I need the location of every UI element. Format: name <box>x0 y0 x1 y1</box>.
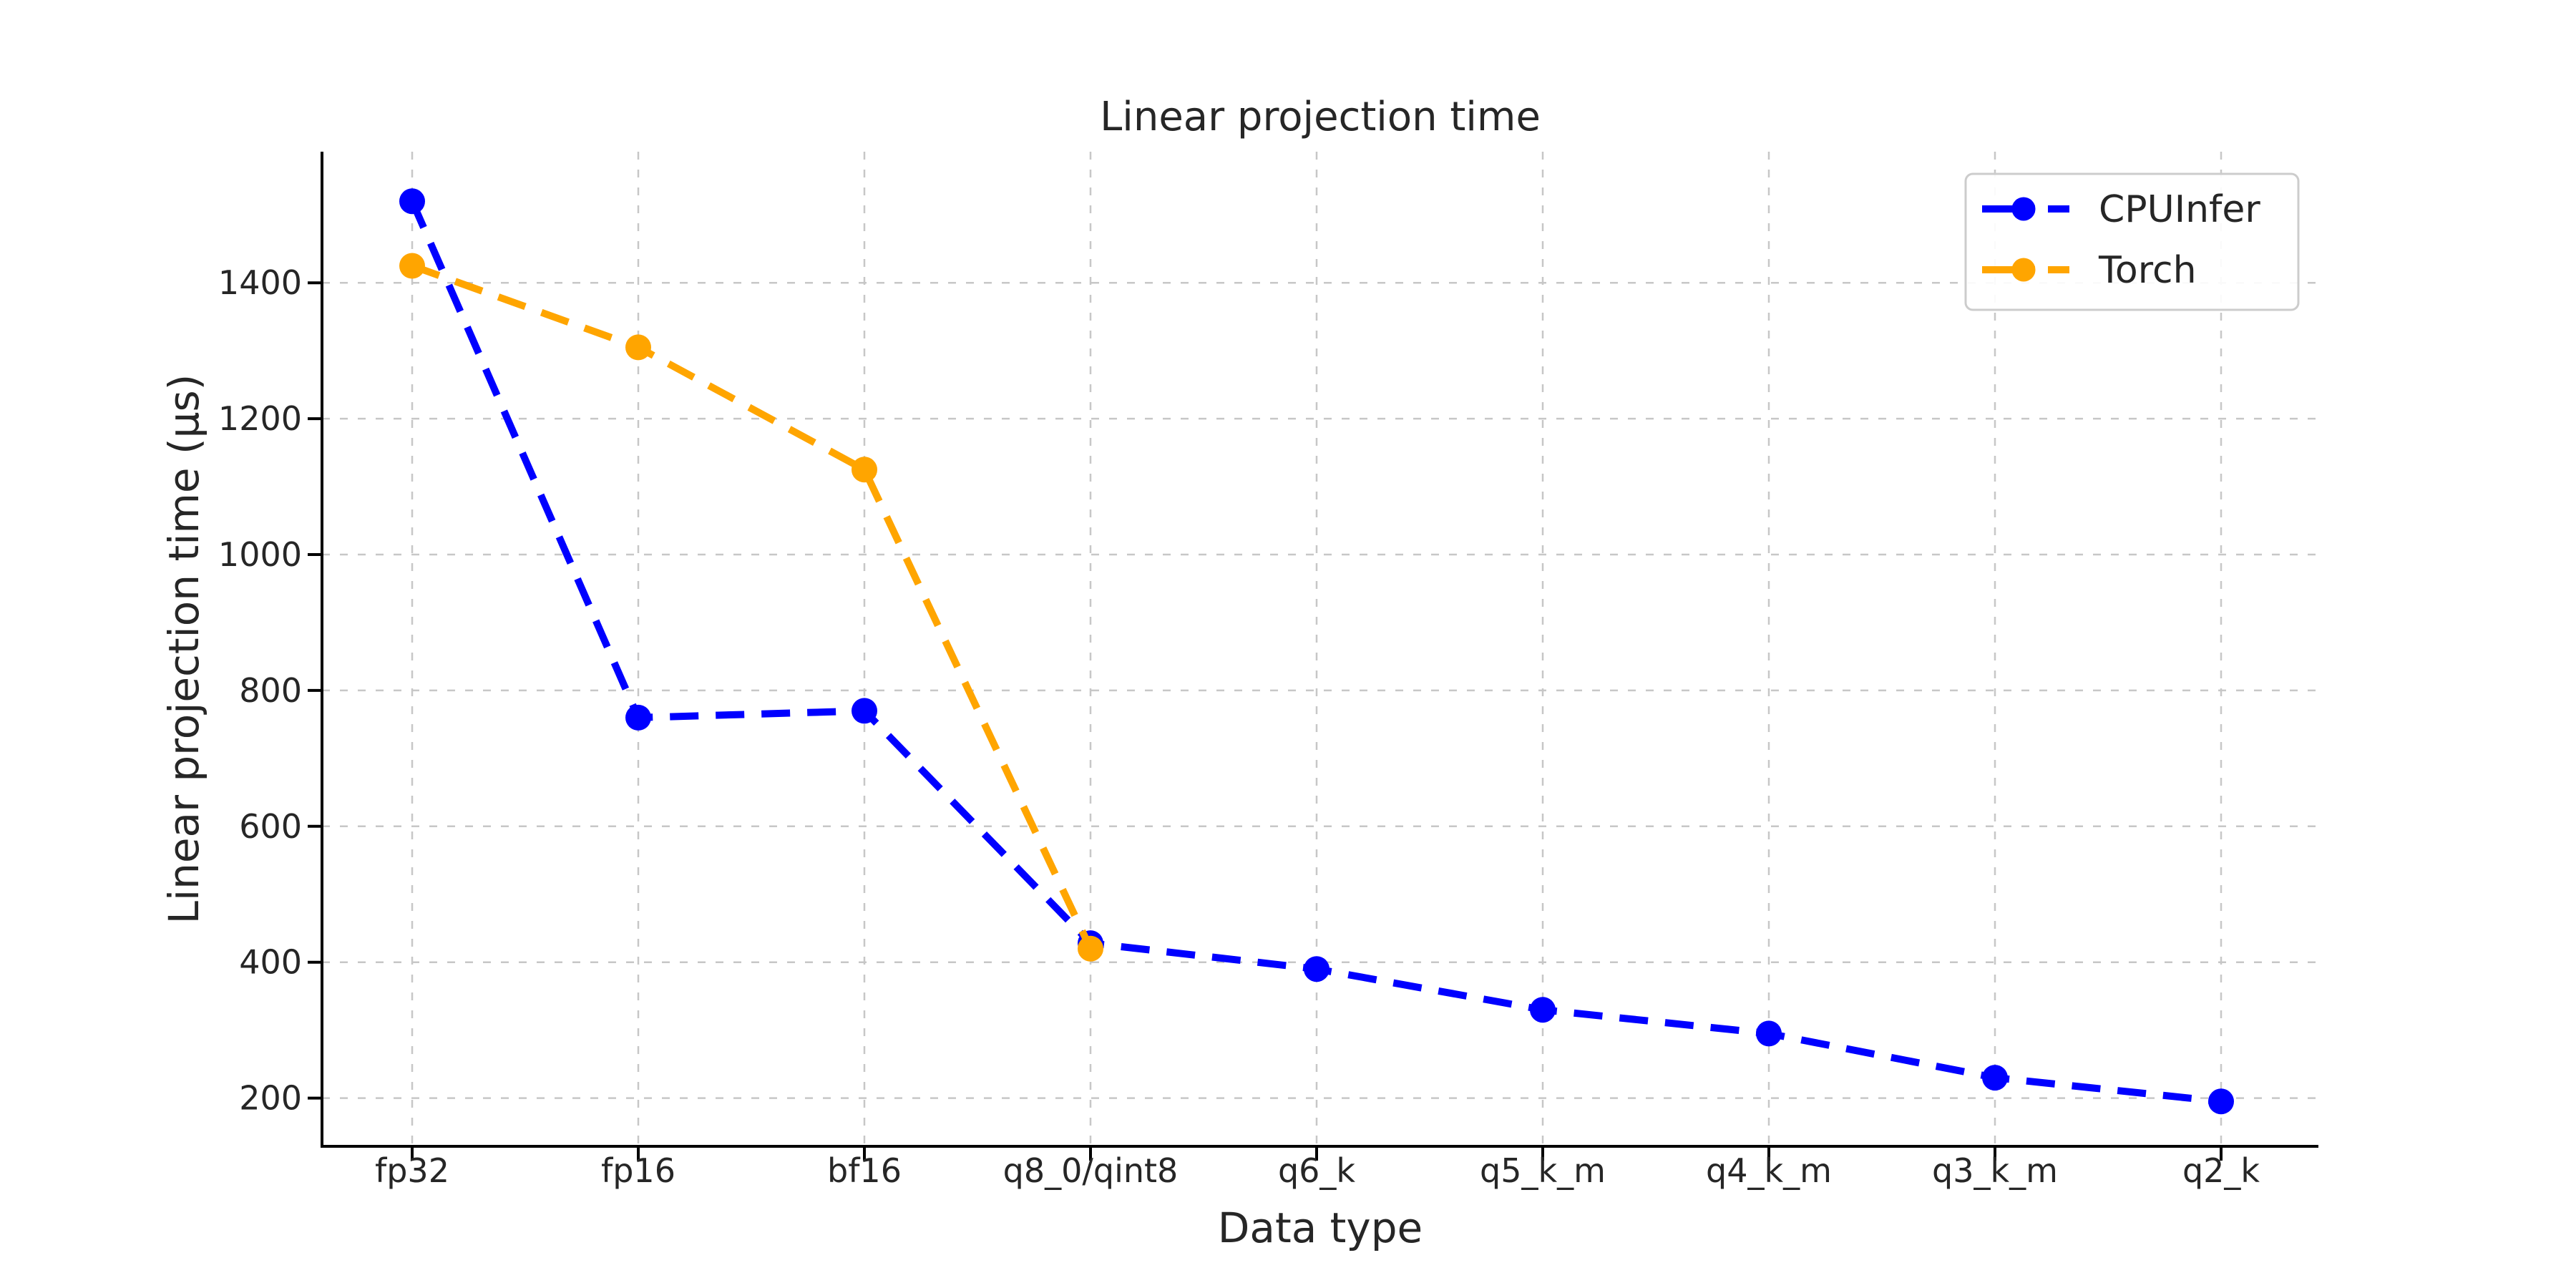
legend-label: Torch <box>2098 249 2197 292</box>
x-tick-label: q3_k_m <box>1932 1151 2058 1190</box>
y-tick-label: 600 <box>239 807 302 846</box>
y-axis-label: Linear projection time (μs) <box>160 374 208 924</box>
data-point-cpuinfer <box>625 704 651 731</box>
data-point-cpuinfer <box>1530 997 1556 1023</box>
data-point-cpuinfer <box>1756 1020 1782 1047</box>
data-point-cpuinfer <box>399 188 425 215</box>
axis-ticks <box>308 281 2223 1161</box>
x-tick-label: q4_k_m <box>1706 1151 1832 1190</box>
legend-item-torch: Torch <box>1982 249 2197 292</box>
x-axis-label: Data type <box>1218 1204 1423 1252</box>
y-tick-label: 400 <box>239 943 302 982</box>
x-tick-label: bf16 <box>827 1151 902 1190</box>
legend: CPUInfer Torch <box>1964 172 2300 311</box>
y-tick-label: 1200 <box>218 399 302 438</box>
x-tick-label: fp32 <box>375 1151 449 1190</box>
y-tick-label: 1000 <box>218 535 302 574</box>
legend-sample-marker <box>2011 258 2036 282</box>
data-point-cpuinfer <box>852 698 877 724</box>
y-tick-label: 800 <box>239 671 302 710</box>
legend-item-cpuinfer: CPUInfer <box>1982 188 2260 231</box>
x-tick-label: q8_0/qint8 <box>1003 1151 1179 1190</box>
x-tick-label: q5_k_m <box>1480 1151 1606 1190</box>
axis-tick-labels: fp32 fp16 bf16 q8_0/qint8 q6_k q5_k_m q4_k_m q3… <box>218 263 2260 1190</box>
legend-sample-marker <box>2011 197 2036 221</box>
data-point-cpuinfer <box>2208 1088 2234 1115</box>
data-point-torch <box>1078 935 1103 962</box>
y-tick-label: 1400 <box>218 263 302 302</box>
series-line-torch <box>411 262 1094 950</box>
x-tick-label: fp16 <box>601 1151 675 1190</box>
data-point-torch <box>852 457 877 483</box>
data-point-cpuinfer <box>1982 1065 2008 1091</box>
data-series <box>399 188 2234 1115</box>
legend-label: CPUInfer <box>2099 188 2260 231</box>
data-point-cpuinfer <box>1304 956 1330 982</box>
y-tick-label: 200 <box>239 1079 302 1118</box>
gridlines <box>322 152 2318 1146</box>
data-point-torch <box>625 334 651 361</box>
chart-title: Linear projection time <box>1100 94 1541 140</box>
x-tick-label: q2_k <box>2182 1151 2260 1190</box>
data-point-torch <box>399 253 425 279</box>
x-tick-label: q6_k <box>1278 1151 1355 1190</box>
